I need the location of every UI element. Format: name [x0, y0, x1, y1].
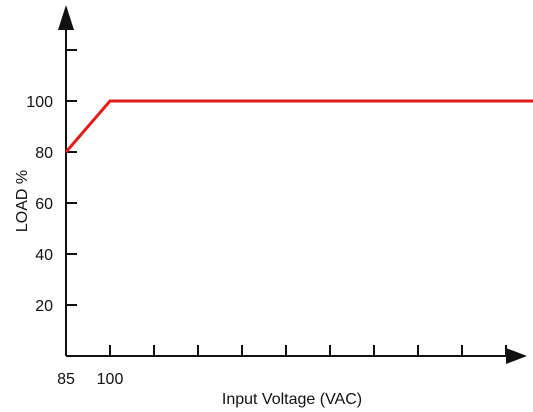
y-tick-label: 60 [35, 196, 53, 213]
series-line [64, 99, 533, 153]
y-ticks: 20 40 60 80 100 [26, 49, 77, 315]
series-layer [64, 99, 533, 153]
x-axis-title: Input Voltage (VAC) [222, 391, 362, 408]
axes [58, 5, 527, 364]
x-axis-arrow-icon [506, 348, 527, 364]
y-axis-title: LOAD % [14, 170, 31, 232]
x-tick-label: 85 [57, 371, 75, 388]
y-tick-label: 20 [35, 298, 53, 315]
y-axis-arrow-icon [58, 5, 74, 30]
x-ticks: 85100265 [57, 345, 507, 388]
y-tick-label: 80 [35, 145, 53, 162]
x-tick-label: 100 [97, 371, 124, 388]
y-tick-label: 100 [26, 94, 53, 111]
y-tick-label: 40 [35, 247, 53, 264]
